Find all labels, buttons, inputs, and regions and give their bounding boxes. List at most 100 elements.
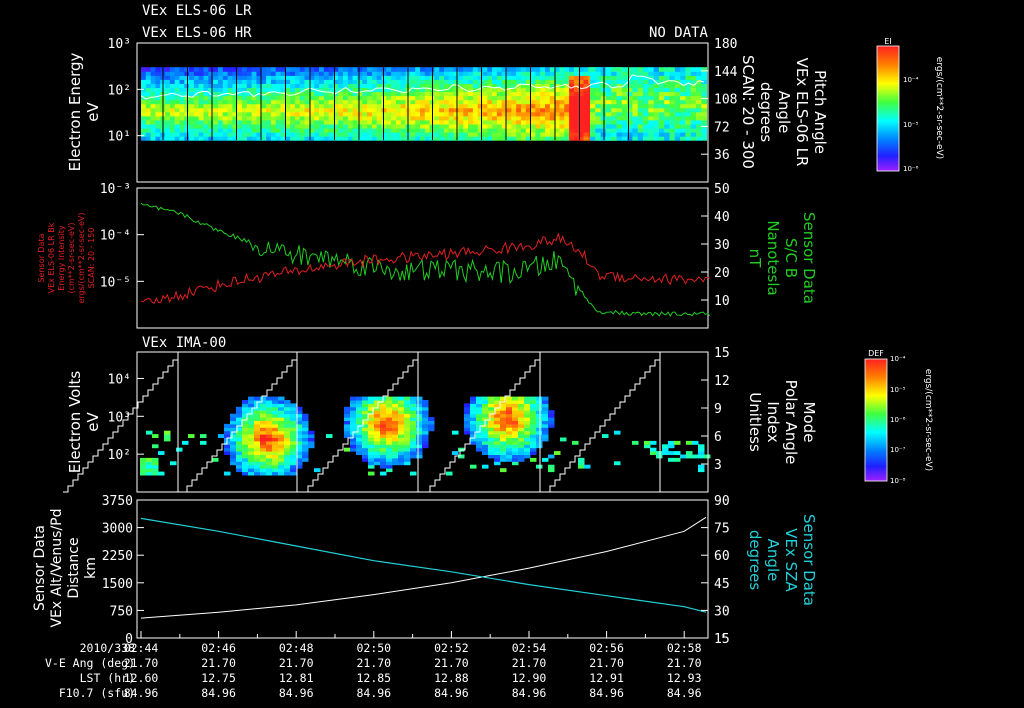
spectrogram-cell [304,87,310,93]
spectrogram-cell [488,406,495,411]
spectrogram-cell [165,136,171,141]
spectrogram-cell [540,124,546,129]
spectrogram-cell [392,451,399,455]
panel4-rlabel-3: Angle [764,539,782,582]
spectrogram-cell [506,454,513,459]
spectrogram-cell [213,107,219,113]
spectrogram-cell [434,91,440,97]
spectrogram-cell [198,107,204,113]
spectrogram-cell [356,417,363,421]
spectrogram-cell [658,132,665,137]
spectrogram-cell [164,430,171,435]
spectrogram-cell [208,111,214,117]
spectrogram-cell [236,468,243,473]
spectrogram-cell [367,115,373,121]
spectrogram-cell [482,410,489,415]
spectrogram-cell [242,107,248,113]
spectrogram-cell [352,111,358,117]
spectrogram-cell [343,128,349,133]
spectrogram-cell [352,128,358,133]
spectrogram-cell [492,128,498,133]
spectrogram-cell [343,136,349,141]
spectrogram-cell [516,95,522,101]
spectrogram-cell [272,427,279,432]
spectrogram-cell [690,103,697,109]
spectrogram-cell [488,451,495,455]
spectrogram-cell [256,75,262,80]
spectrogram-cell [464,403,471,408]
spectrogram-cell [328,67,334,72]
spectrogram-cell [174,119,180,125]
spectrogram-cell [605,71,612,76]
spectrogram-cell [472,75,479,80]
spectrogram-cell [578,71,584,76]
panel2-magnetic-field-line [140,202,711,317]
spectrogram-cell [374,434,381,438]
spectrogram-cell [261,115,267,121]
spectrogram-cell [518,417,525,421]
spectrogram-cell [500,468,507,473]
spectrogram-cell [304,111,310,117]
spectrogram-cell [637,136,644,141]
spectrogram-cell [524,430,531,435]
tick-label: 75 [714,522,730,537]
spectrogram-cell [164,437,171,442]
spectrogram-cell [275,83,281,88]
spectrogram-cell [242,410,249,415]
spectrogram-cell [637,119,644,125]
spectrogram-cell [169,103,176,109]
spectrogram-cell [278,423,285,428]
spectrogram-cell [420,103,426,109]
spectrogram-cell [488,400,495,404]
spectrogram-cell [165,132,171,137]
spectrogram-cell [328,95,334,101]
spectrogram-cell [516,115,522,121]
spectrogram-cell [236,451,243,455]
spectrogram-cell [398,457,405,462]
spectrogram-cell [338,111,344,117]
spectrogram-cell [542,396,549,401]
footer-cell: 02:48 [279,641,314,655]
spectrogram-cell [343,79,349,84]
spectrogram-cell [242,79,248,84]
spectrogram-cell [583,128,589,133]
spectrogram-cell [488,440,495,445]
spectrogram-cell [371,136,378,141]
spectrogram-cell [251,83,257,88]
spectrogram-cell [169,99,176,105]
spectrogram-cell [248,400,255,404]
spectrogram-cell [328,83,334,88]
spectrogram-cell [368,451,375,455]
spectrogram-cell [569,107,575,113]
spectrogram-cell [224,434,231,438]
spectrogram-cell [323,87,330,93]
spectrogram-cell [548,454,555,459]
spectrogram-cell [494,434,501,438]
spectrogram-cell [545,87,551,93]
spectrogram-cell [549,132,556,137]
spectrogram-cell [492,115,498,121]
spectrogram-cell [494,437,501,442]
spectrogram-cell [356,434,363,438]
spectrogram-cell [362,454,369,459]
spectrogram-cell [554,103,560,109]
spectrogram-cell [573,136,580,141]
spectrogram-cell [501,124,507,129]
spectrogram-cell [227,67,233,72]
spectrogram-cell [272,454,279,459]
spectrogram-cell [208,95,214,101]
spectrogram-cell [685,67,692,72]
panel1-pitch-angle-line [140,74,705,100]
spectrogram-cell [637,132,644,137]
spectrogram-cell [141,132,147,137]
spectrogram-cell [222,99,229,105]
spectrogram-cell [266,461,273,466]
spectrogram-cell [690,128,697,133]
spectrogram-cell [323,99,330,105]
spectrogram-cell [174,99,180,105]
spectrogram-cell [468,136,474,141]
spectrogram-cell [347,107,354,113]
spectrogram-cell [294,75,301,80]
spectrogram-cell [230,427,237,432]
